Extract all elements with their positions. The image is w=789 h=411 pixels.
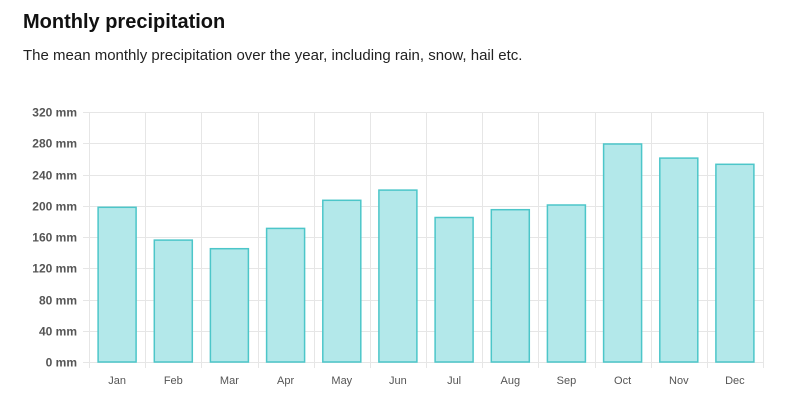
grid-lines xyxy=(83,112,764,368)
y-tick-label: 280 mm xyxy=(32,137,77,151)
x-axis: Jan Feb Mar Apr May Jun Jul Aug Sep Oct Nov Dec xyxy=(108,375,745,387)
bar-aug[interactable] xyxy=(490,208,531,363)
chart-subtitle: The mean monthly precipitation over the … xyxy=(23,47,523,64)
bar-apr[interactable] xyxy=(265,227,306,363)
y-tick-label: 240 mm xyxy=(32,169,77,183)
x-tick-label: Feb xyxy=(164,375,183,387)
x-tick-label: May xyxy=(331,375,352,387)
bar-sep[interactable] xyxy=(546,204,587,363)
y-tick-label: 320 mm xyxy=(32,106,77,120)
x-tick-label: Oct xyxy=(614,375,631,387)
x-tick-label: Nov xyxy=(669,375,689,387)
y-tick-label: 120 mm xyxy=(32,262,77,276)
bar-feb[interactable] xyxy=(153,239,194,363)
x-tick-label: Sep xyxy=(557,375,577,387)
bar-jan[interactable] xyxy=(97,206,137,363)
x-tick-label: Jun xyxy=(389,375,407,387)
y-tick-label: 200 mm xyxy=(32,200,77,214)
x-tick-label: Apr xyxy=(277,375,294,387)
bar-nov[interactable] xyxy=(659,157,699,363)
chart-title: Monthly precipitation xyxy=(23,11,226,33)
bar-jul[interactable] xyxy=(434,216,474,363)
x-tick-label: Jan xyxy=(108,375,126,387)
y-tick-label: 40 mm xyxy=(39,325,77,339)
bar-mar[interactable] xyxy=(209,247,250,363)
y-axis: 0 mm 40 mm 80 mm 120 mm 160 mm 200 mm 240 mm 28… xyxy=(32,106,77,370)
bars xyxy=(97,143,755,363)
y-tick-label: 80 mm xyxy=(39,294,77,308)
x-tick-label: Aug xyxy=(501,375,521,387)
bar-dec[interactable] xyxy=(715,163,755,363)
y-tick-label: 160 mm xyxy=(32,231,77,245)
bar-may[interactable] xyxy=(322,199,362,363)
bar-jun[interactable] xyxy=(378,189,418,363)
x-tick-label: Dec xyxy=(725,375,745,387)
x-tick-label: Mar xyxy=(220,375,239,387)
x-tick-label: Jul xyxy=(447,375,461,387)
y-tick-label: 0 mm xyxy=(46,356,77,370)
bar-oct[interactable] xyxy=(602,143,643,363)
